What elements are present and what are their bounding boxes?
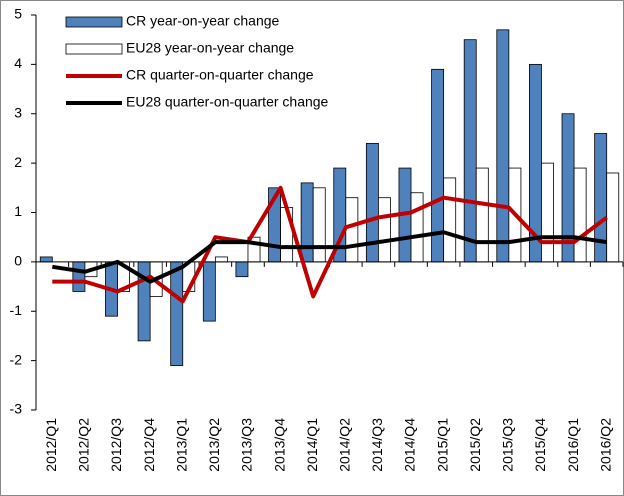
bar bbox=[72, 261, 86, 292]
legend-swatch bbox=[65, 43, 123, 55]
x-tick-label: 2016/Q2 bbox=[597, 418, 613, 472]
y-tick-label: -3 bbox=[10, 401, 23, 417]
x-tick-label: 2015/Q3 bbox=[500, 418, 516, 472]
legend-label: CR year-on-year change bbox=[126, 13, 280, 29]
x-tick-label: 2013/Q2 bbox=[206, 418, 222, 472]
x-tick-label: 2015/Q2 bbox=[467, 418, 483, 472]
bar bbox=[541, 162, 554, 263]
x-tick-label: 2012/Q4 bbox=[141, 418, 157, 472]
y-tick-label: 2 bbox=[14, 154, 22, 170]
x-tick-label: 2013/Q1 bbox=[173, 418, 189, 472]
x-tick-label: 2012/Q3 bbox=[108, 418, 124, 472]
line-series bbox=[52, 230, 607, 284]
y-tick-label: 1 bbox=[14, 203, 22, 219]
bar bbox=[475, 167, 489, 263]
y-tick-label: 4 bbox=[14, 55, 22, 71]
bar bbox=[561, 113, 575, 263]
bar bbox=[170, 261, 184, 366]
bar bbox=[202, 261, 216, 322]
bar bbox=[496, 29, 510, 263]
legend-swatch bbox=[65, 16, 123, 28]
y-tick-label: -2 bbox=[10, 351, 23, 367]
x-tick-label: 2014/Q3 bbox=[369, 418, 385, 472]
legend-label: EU28 year-on-year change bbox=[126, 40, 294, 56]
x-tick-label: 2015/Q4 bbox=[532, 418, 548, 472]
x-tick-label: 2014/Q1 bbox=[304, 418, 320, 472]
x-tick-label: 2012/Q1 bbox=[43, 418, 59, 472]
bar bbox=[573, 167, 587, 263]
bar bbox=[214, 256, 228, 263]
legend-label: CR quarter-on-quarter change bbox=[126, 67, 314, 83]
y-tick-label: 0 bbox=[14, 253, 22, 269]
x-tick-label: 2014/Q4 bbox=[402, 418, 418, 472]
x-tick-label: 2015/Q1 bbox=[434, 418, 450, 472]
bar bbox=[443, 177, 457, 263]
x-tick-label: 2013/Q3 bbox=[239, 418, 255, 472]
bar bbox=[463, 39, 477, 263]
x-tick-label: 2014/Q2 bbox=[337, 418, 353, 472]
bar bbox=[300, 182, 314, 263]
y-tick-label: -1 bbox=[10, 302, 23, 318]
legend-label: EU28 quarter-on-quarter change bbox=[126, 94, 329, 110]
bar bbox=[345, 197, 359, 263]
bar bbox=[39, 256, 53, 263]
x-tick-label: 2016/Q1 bbox=[565, 418, 581, 472]
x-tick-label: 2013/Q4 bbox=[271, 418, 287, 472]
bar bbox=[606, 172, 620, 263]
bar bbox=[410, 192, 424, 263]
bar bbox=[312, 187, 326, 263]
y-tick-label: 5 bbox=[14, 6, 22, 22]
y-tick-label: 3 bbox=[14, 104, 22, 120]
bar bbox=[235, 261, 249, 278]
x-tick-label: 2012/Q2 bbox=[76, 418, 92, 472]
bar bbox=[378, 197, 391, 263]
